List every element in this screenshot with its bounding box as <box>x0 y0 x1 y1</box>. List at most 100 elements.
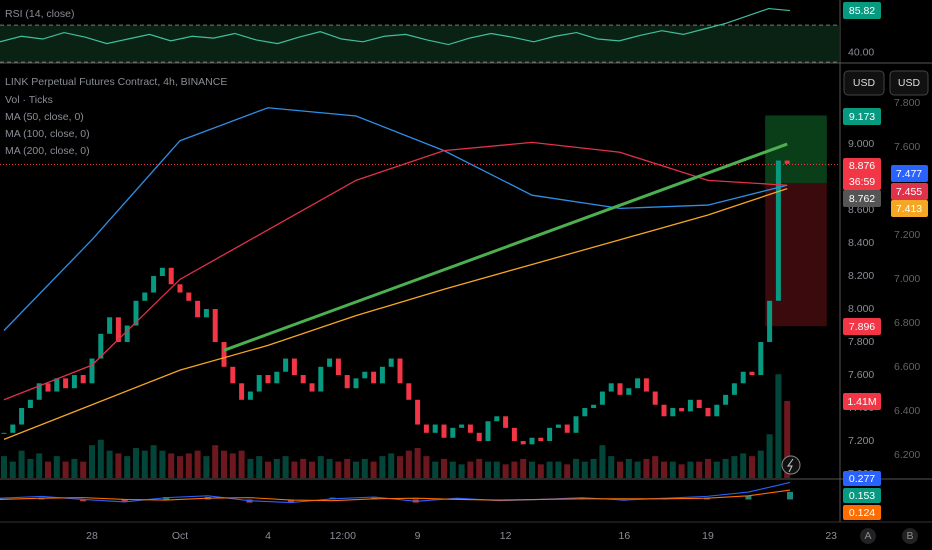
candle <box>687 399 693 412</box>
volume-bar <box>97 439 104 478</box>
candle <box>168 267 174 285</box>
volume-bar <box>749 456 755 478</box>
x-tick-label: 12 <box>500 530 512 542</box>
currency-button[interactable]: USD <box>889 70 929 96</box>
x-tick-label: 28 <box>86 530 98 542</box>
candle <box>538 437 544 442</box>
volume-bar <box>221 450 227 478</box>
corner-button[interactable] <box>860 528 876 544</box>
volume-bar <box>405 450 412 478</box>
macd-tag: 0.277 <box>849 473 875 485</box>
volume-bar <box>731 456 738 478</box>
candle <box>503 416 509 428</box>
candle <box>643 378 649 392</box>
plot: 40.007.0007.2007.4007.6007.8008.0008.200… <box>0 7 920 542</box>
volume-bar <box>159 450 166 478</box>
y2-tick-label: 7.000 <box>894 273 920 285</box>
volume-bar <box>423 456 430 478</box>
volume-bar <box>625 458 632 478</box>
candle <box>318 366 324 392</box>
replay-icon[interactable] <box>781 455 801 475</box>
candle <box>98 333 104 359</box>
moving-average <box>3 187 788 440</box>
volume-bar <box>353 461 359 478</box>
volume-bar <box>317 456 324 478</box>
candle <box>749 371 755 376</box>
macd-tag: 0.153 <box>849 490 875 502</box>
y-tick-label: 8.400 <box>848 237 874 249</box>
candle <box>679 408 685 412</box>
candle <box>230 366 236 384</box>
candle <box>652 391 658 405</box>
corner-label[interactable]: B <box>906 530 913 542</box>
y2-tick-label: 6.800 <box>894 317 920 329</box>
volume-bar <box>326 458 333 478</box>
candle <box>635 378 641 389</box>
candle <box>71 375 77 389</box>
stop-tag: 7.896 <box>849 321 875 333</box>
corner-label[interactable]: A <box>864 530 871 542</box>
candle <box>617 383 623 395</box>
volume-bar <box>643 458 650 478</box>
volume-bar <box>335 461 342 478</box>
currency-button[interactable]: USD <box>843 70 885 96</box>
button-label[interactable]: USD <box>853 77 876 89</box>
candle <box>696 399 702 409</box>
candle <box>335 358 341 376</box>
volume-bar <box>141 450 148 478</box>
volume-bar <box>45 461 51 478</box>
moving-average <box>3 141 788 401</box>
volume-bar <box>273 458 280 478</box>
y2-tick-label: 7.800 <box>894 97 920 109</box>
volume-bar <box>520 458 527 478</box>
volume-bar <box>89 445 95 478</box>
volume-bar <box>212 445 219 478</box>
volume-bar <box>397 456 403 478</box>
candle <box>723 394 729 405</box>
volume-bar <box>661 461 667 478</box>
volume-bar <box>344 458 351 478</box>
ma-tag: 7.455 <box>896 186 922 198</box>
volume-bar <box>282 456 289 478</box>
replay-icon-bolt[interactable] <box>787 458 794 473</box>
volume-bar <box>124 456 131 478</box>
candle <box>415 399 421 425</box>
volume-bar <box>80 461 87 478</box>
candle <box>397 358 403 384</box>
legend-entry: MA (50, close, 0) <box>5 111 84 123</box>
volume-bar <box>775 374 782 478</box>
volume-bar <box>265 461 271 478</box>
candle <box>291 358 297 376</box>
candle <box>591 404 597 409</box>
candle <box>36 383 42 400</box>
volume-bar <box>696 461 703 478</box>
button-label[interactable]: USD <box>898 77 921 89</box>
legend: RSI (14, close) LINK Perpetual Futures C… <box>5 8 227 157</box>
candle <box>555 424 561 428</box>
volume-tag: 1.41M <box>847 396 876 408</box>
volume-bar <box>106 450 113 478</box>
candle <box>547 427 553 442</box>
entry-tag: 8.762 <box>849 193 875 205</box>
moving-average <box>3 107 788 331</box>
volume-bar <box>62 461 69 478</box>
y2-tick-label: 6.200 <box>894 449 920 461</box>
corner-button[interactable] <box>902 528 918 544</box>
volume-bar <box>115 453 122 478</box>
volume-bar <box>590 458 597 478</box>
candle <box>520 441 526 445</box>
volume-bar <box>300 458 307 478</box>
macd-histogram <box>454 498 461 500</box>
volume-bar <box>564 464 571 478</box>
volume-bar <box>617 461 623 478</box>
candle <box>432 424 438 433</box>
volume-bar <box>309 461 315 478</box>
macd-tag: 0.124 <box>849 507 875 519</box>
volume-bar <box>185 453 192 478</box>
candle <box>670 408 676 417</box>
candle <box>467 424 473 433</box>
volume-bar <box>414 447 421 478</box>
macd-histogram <box>0 498 3 500</box>
volume-bar <box>449 461 456 478</box>
